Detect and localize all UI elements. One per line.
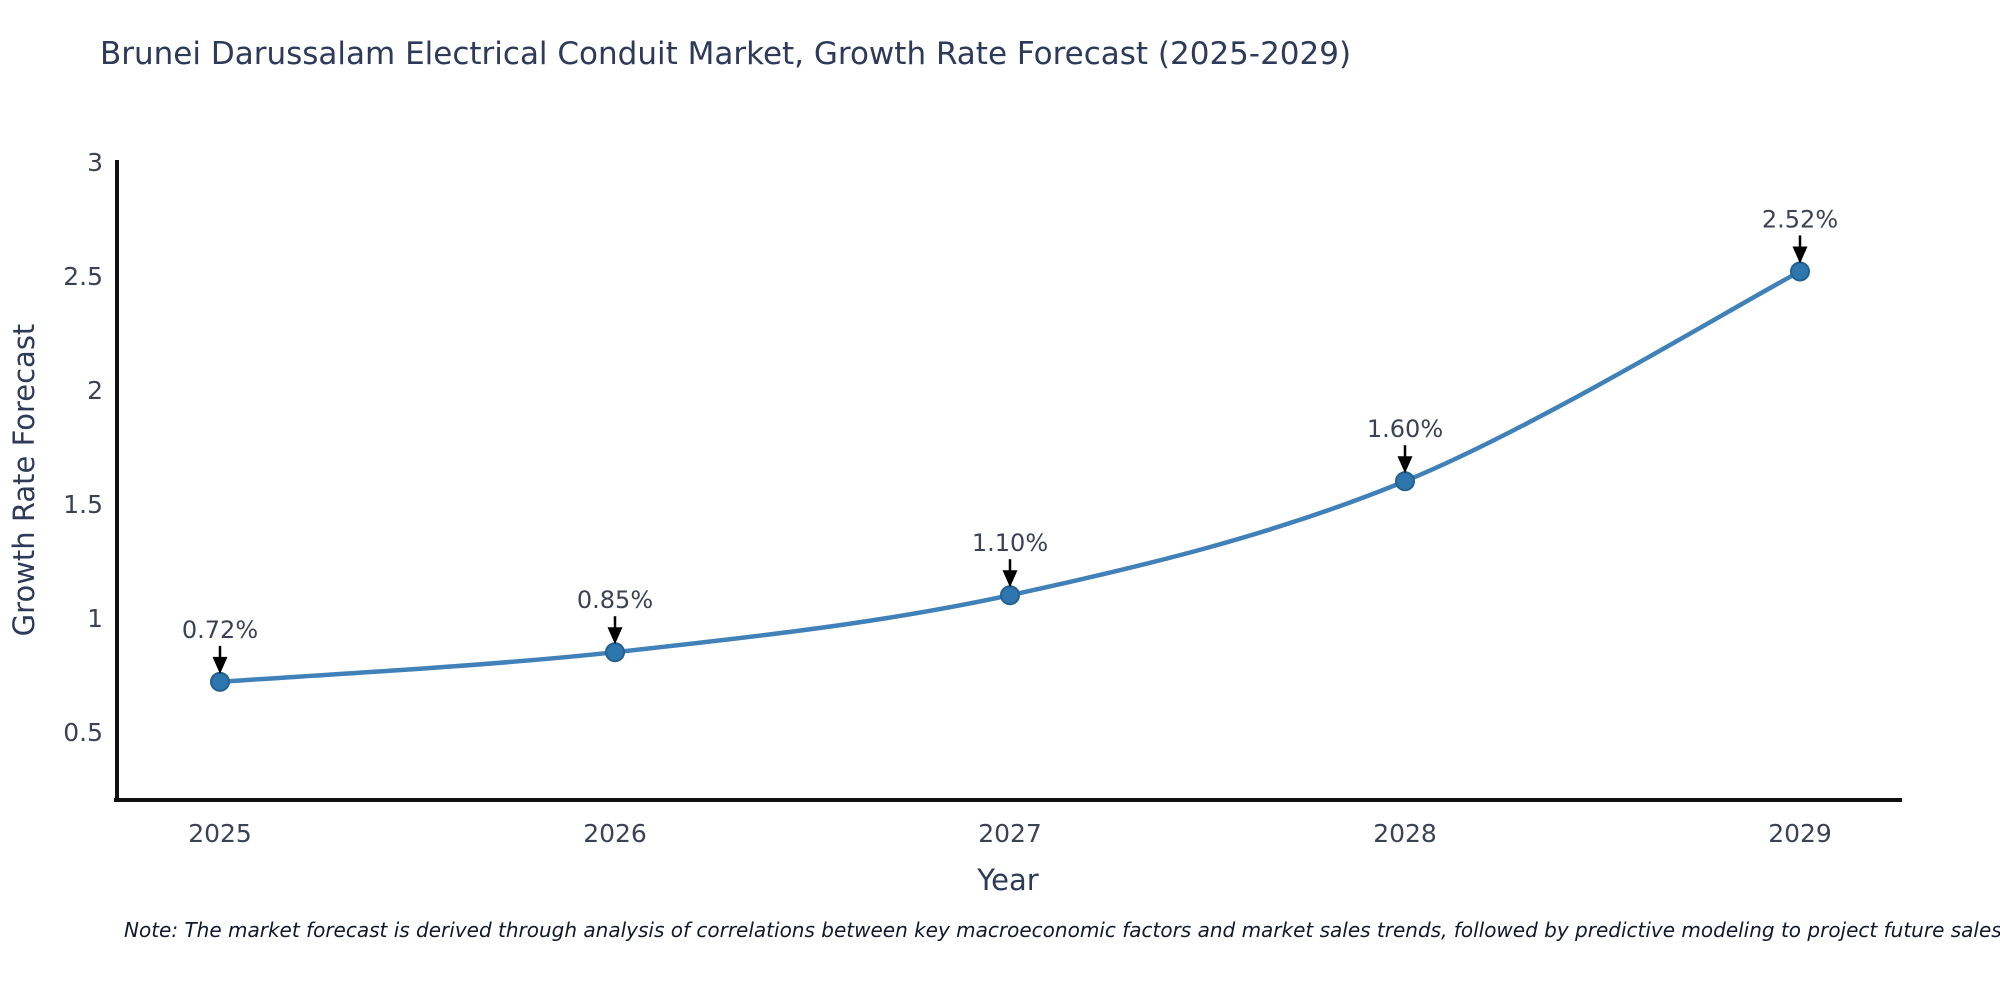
y-tick-label: 2.5 (63, 262, 103, 291)
data-point-label: 0.72% (182, 616, 258, 644)
y-tick-label: 2 (87, 376, 103, 405)
annotation-arrowhead (1002, 570, 1018, 588)
chart-title: Brunei Darussalam Electrical Conduit Mar… (100, 36, 1352, 72)
data-point-label: 2.52% (1762, 205, 1838, 233)
data-point-label: 0.85% (577, 586, 653, 614)
x-tick-label: 2028 (1373, 819, 1437, 848)
forecast-line (217, 269, 1803, 685)
x-tick-label: 2025 (188, 819, 252, 848)
data-point-marker (1790, 261, 1810, 282)
y-tick-label: 0.5 (63, 718, 103, 747)
y-tick-label: 3 (87, 148, 103, 177)
annotation-arrowhead (1792, 246, 1808, 264)
data-point-label: 1.10% (972, 529, 1048, 557)
annotation-arrowhead (607, 627, 623, 645)
x-tick-label: 2026 (583, 819, 647, 848)
x-axis-title: Year (976, 863, 1038, 897)
x-tick-label: 2029 (1768, 819, 1832, 848)
data-point-marker (1000, 585, 1020, 606)
y-tick-label: 1.5 (63, 490, 103, 519)
data-point-label: 1.60% (1367, 415, 1443, 443)
data-point-marker (1395, 471, 1415, 492)
annotation-arrowhead (212, 656, 228, 674)
y-axis-title: Growth Rate Forecast (7, 324, 41, 637)
x-tick-label: 2027 (978, 819, 1042, 848)
y-tick-label: 1 (87, 604, 103, 633)
footnote: Note: The market forecast is derived thr… (124, 918, 2000, 942)
data-point-marker (605, 642, 625, 663)
data-point-marker (210, 671, 230, 692)
annotation-arrowhead (1397, 456, 1413, 474)
